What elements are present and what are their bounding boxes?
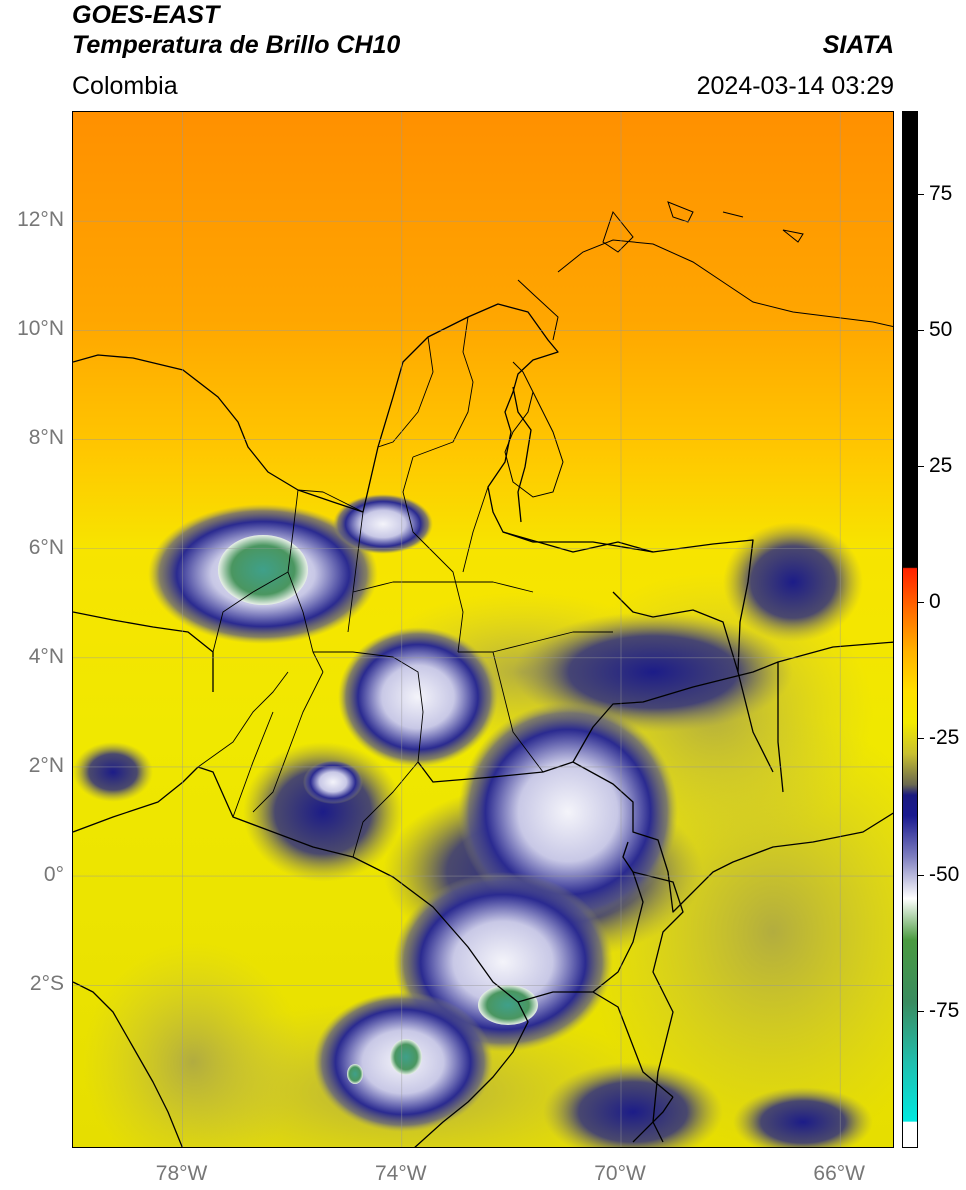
latitude-tick-label: 0°	[43, 863, 64, 887]
source-label: SIATA	[822, 31, 894, 59]
longitude-tick-label: 66°W	[813, 1162, 865, 1185]
latitude-tick-label: 12°N	[17, 208, 64, 232]
colorbar-tick-label: -75	[929, 998, 960, 1022]
latitude-tick-label: 4°N	[28, 644, 64, 668]
colorbar-tick-label: 75	[929, 181, 953, 205]
timestamp-label: 2024-03-14 03:29	[696, 72, 894, 100]
colorbar-tick-label: 50	[929, 317, 953, 341]
product-title: Temperatura de Brillo CH10	[72, 31, 401, 59]
latitude-tick-label: 10°N	[17, 317, 64, 341]
colorbar-tick-label: 0	[929, 590, 941, 614]
brightness-temperature-map	[72, 111, 894, 1148]
department-boundaries	[197, 316, 613, 858]
colorbar	[902, 111, 918, 1148]
coastline	[504, 201, 893, 498]
colorbar-tick-mark	[918, 602, 924, 604]
longitude-tick-label: 78°W	[155, 1162, 208, 1185]
colorbar-tick-label: -50	[929, 862, 960, 886]
latitude-tick-label: 6°N	[28, 535, 64, 559]
colorbar-tick-mark	[918, 738, 924, 740]
colorbar-tick-mark	[918, 1010, 924, 1012]
colorbar-tick-mark	[918, 466, 924, 468]
colorbar-canvas	[903, 112, 917, 1147]
colorbar-tick-label: 25	[929, 454, 953, 478]
latitude-tick-label: 2°N	[28, 753, 64, 777]
country-boundaries	[73, 303, 893, 1147]
longitude-tick-label: 74°W	[375, 1162, 427, 1185]
colorbar-tick-mark	[918, 329, 924, 331]
satellite-title: GOES-EAST	[72, 1, 220, 29]
latitude-tick-label: 2°S	[29, 972, 64, 996]
graticule	[73, 112, 893, 1147]
colorbar-tick-mark	[918, 193, 924, 195]
latitude-tick-label: 8°N	[28, 426, 64, 450]
colorbar-tick-label: -25	[929, 726, 960, 750]
region-label: Colombia	[72, 72, 178, 100]
colorbar-tick-mark	[918, 874, 924, 876]
longitude-tick-label: 70°W	[594, 1162, 646, 1185]
map-canvas	[73, 112, 893, 1147]
